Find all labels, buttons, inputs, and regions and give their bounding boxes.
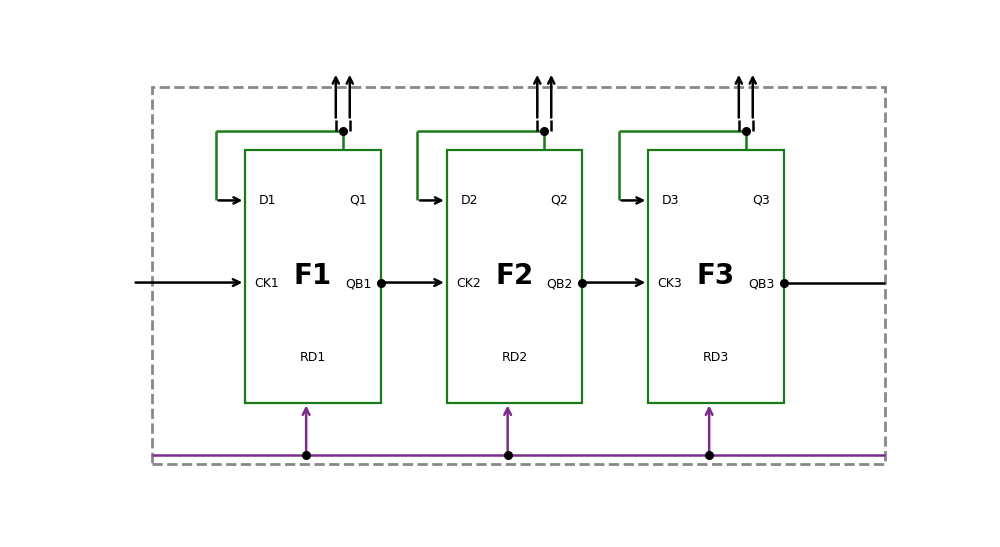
Text: Q3: Q3 [752,194,770,207]
Text: QB2: QB2 [547,277,573,290]
Text: QB3: QB3 [748,277,774,290]
Text: Q2: Q2 [551,194,568,207]
Bar [152,86,885,464]
Text: D1: D1 [259,194,277,207]
Bar [648,150,784,403]
Text: F1: F1 [294,262,332,290]
Text: D2: D2 [461,194,478,207]
Text: D3: D3 [662,194,680,207]
Bar [245,150,381,403]
Text: CK2: CK2 [456,277,481,290]
Text: QB1: QB1 [345,277,371,290]
Text: RD3: RD3 [703,351,729,364]
Text: CK3: CK3 [657,277,682,290]
Bar [447,150,582,403]
Text: F3: F3 [697,262,735,290]
Text: Q1: Q1 [349,194,367,207]
Text: RD1: RD1 [300,351,326,364]
Text: RD2: RD2 [501,351,528,364]
Text: CK1: CK1 [254,277,279,290]
Text: F2: F2 [495,262,534,290]
